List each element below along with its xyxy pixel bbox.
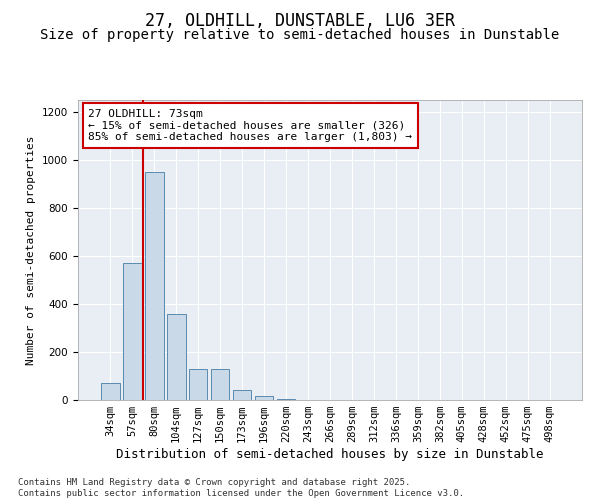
Bar	[277, 399, 295, 400]
Text: 27, OLDHILL, DUNSTABLE, LU6 3ER: 27, OLDHILL, DUNSTABLE, LU6 3ER	[145, 12, 455, 30]
Bar	[123, 263, 142, 400]
Y-axis label: Number of semi-detached properties: Number of semi-detached properties	[26, 135, 37, 365]
Bar	[101, 383, 119, 400]
Text: Contains HM Land Registry data © Crown copyright and database right 2025.
Contai: Contains HM Land Registry data © Crown c…	[18, 478, 464, 498]
Bar	[189, 369, 208, 400]
Bar	[255, 396, 274, 400]
Text: 27 OLDHILL: 73sqm
← 15% of semi-detached houses are smaller (326)
85% of semi-de: 27 OLDHILL: 73sqm ← 15% of semi-detached…	[88, 109, 412, 142]
Bar	[211, 369, 229, 400]
Text: Size of property relative to semi-detached houses in Dunstable: Size of property relative to semi-detach…	[40, 28, 560, 42]
Bar	[233, 390, 251, 400]
X-axis label: Distribution of semi-detached houses by size in Dunstable: Distribution of semi-detached houses by …	[116, 448, 544, 461]
Bar	[167, 314, 185, 400]
Bar	[145, 172, 164, 400]
